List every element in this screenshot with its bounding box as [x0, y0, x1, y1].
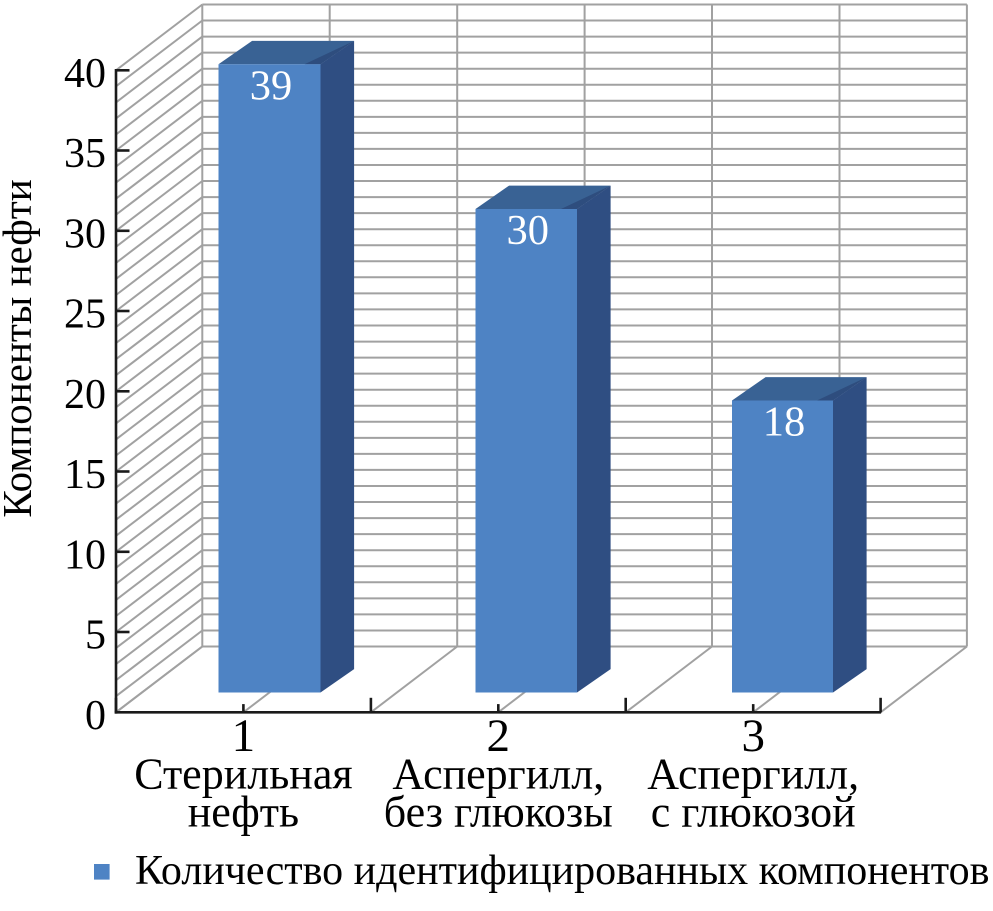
svg-text:Компоненты нефти: Компоненты нефти [0, 179, 40, 517]
svg-text:20: 20 [64, 372, 106, 418]
svg-text:Количество идентифицированных: Количество идентифицированных компоненто… [135, 848, 989, 894]
svg-text:без глюкозы: без глюкозы [384, 787, 613, 836]
svg-text:Аспергилл,: Аспергилл, [392, 750, 604, 799]
svg-text:30: 30 [507, 207, 550, 254]
svg-text:18: 18 [763, 399, 806, 446]
svg-text:1: 1 [232, 710, 256, 762]
svg-text:нефть: нефть [188, 787, 299, 836]
svg-text:0: 0 [85, 693, 106, 739]
svg-text:Аспергилл,: Аспергилл, [647, 750, 859, 799]
svg-text:15: 15 [64, 452, 106, 498]
svg-text:5: 5 [85, 613, 106, 659]
svg-text:35: 35 [64, 131, 106, 177]
svg-text:3: 3 [741, 710, 765, 762]
svg-text:25: 25 [64, 292, 106, 338]
svg-text:2: 2 [487, 710, 511, 762]
svg-text:30: 30 [64, 211, 106, 257]
svg-text:Стерильная: Стерильная [134, 750, 352, 799]
svg-text:39: 39 [250, 62, 293, 109]
svg-text:10: 10 [64, 532, 106, 578]
svg-text:40: 40 [64, 51, 106, 97]
svg-text:с глюкозой: с глюкозой [651, 787, 856, 836]
